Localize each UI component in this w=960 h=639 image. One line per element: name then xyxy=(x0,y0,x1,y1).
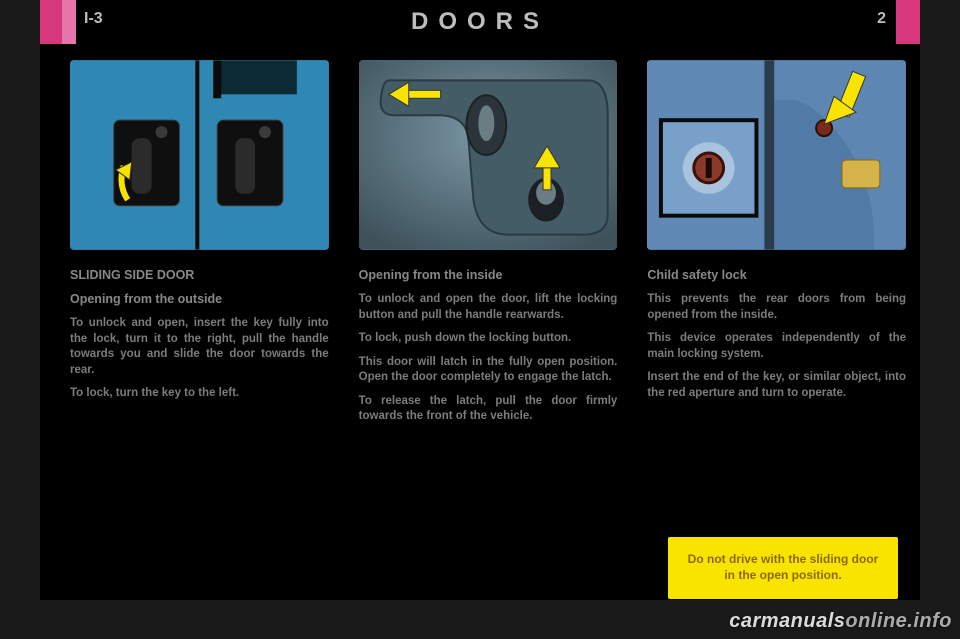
col2-p4: To release the latch, pull the door firm… xyxy=(359,394,618,425)
col2-heading: Opening from the inside xyxy=(359,268,618,282)
column-1: SLIDING SIDE DOOR Opening from the outsi… xyxy=(70,60,329,619)
col3-p3: Insert the end of the key, or similar ob… xyxy=(647,370,906,401)
watermark: carmanualsonline.info xyxy=(729,610,952,633)
warning-box: Do not drive with the sliding door in th… xyxy=(668,537,898,599)
col1-subheading: Opening from the outside xyxy=(70,292,329,306)
illustration-exterior-handles xyxy=(70,60,329,250)
col1-p2: To lock, turn the key to the left. xyxy=(70,386,329,402)
col1-heading: SLIDING SIDE DOOR xyxy=(70,268,329,282)
column-3: Child safety lock This prevents the rear… xyxy=(647,60,906,619)
col2-p1: To unlock and open the door, lift the lo… xyxy=(359,292,618,323)
warning-text: Do not drive with the sliding door in th… xyxy=(682,552,884,583)
watermark-left: carmanuals xyxy=(729,610,845,632)
col1-p1: To unlock and open, insert the key fully… xyxy=(70,316,329,378)
col2-p3: This door will latch in the fully open p… xyxy=(359,355,618,386)
page-number-right: 2 xyxy=(877,10,886,28)
content-columns: SLIDING SIDE DOOR Opening from the outsi… xyxy=(70,60,906,619)
col3-p2: This device operates independently of th… xyxy=(647,331,906,362)
illustration-interior-handle xyxy=(359,60,618,250)
illustration-child-lock xyxy=(647,60,906,250)
col2-p2: To lock, push down the locking button. xyxy=(359,331,618,347)
page-title: DOORS xyxy=(0,8,960,36)
col3-heading: Child safety lock xyxy=(647,268,906,282)
column-2: Opening from the inside To unlock and op… xyxy=(359,60,618,619)
watermark-right: online.info xyxy=(845,610,952,632)
col3-p1: This prevents the rear doors from being … xyxy=(647,292,906,323)
